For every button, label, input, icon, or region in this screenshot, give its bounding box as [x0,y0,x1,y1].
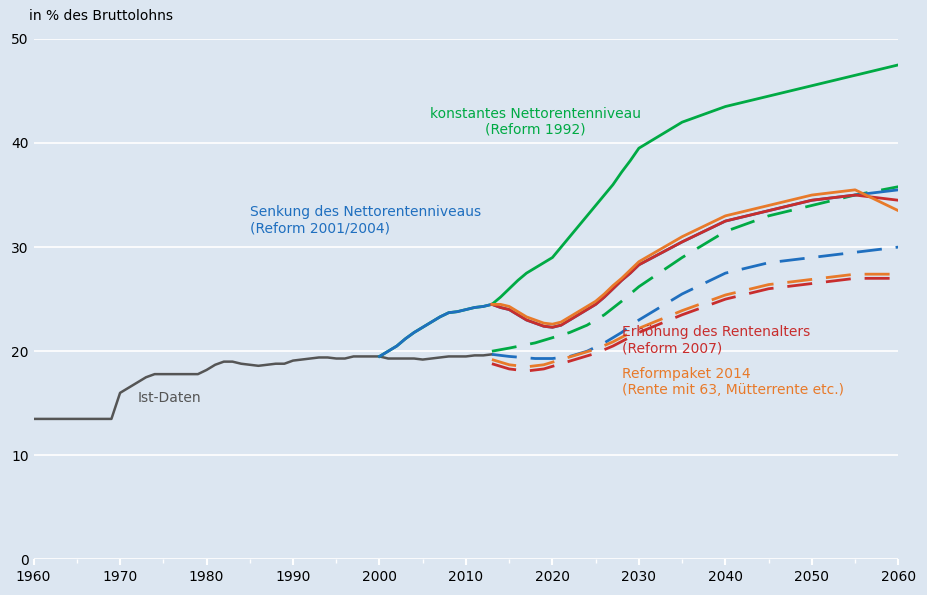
Text: Erhöhung des Rentenalters
(Reform 2007): Erhöhung des Rentenalters (Reform 2007) [622,325,810,355]
Text: in % des Bruttolohns: in % des Bruttolohns [30,10,173,23]
Text: Ist-Daten: Ist-Daten [137,391,201,405]
Text: konstantes Nettorentenniveau
(Reform 1992): konstantes Nettorentenniveau (Reform 199… [429,107,641,137]
Text: Reformpaket 2014
(Rente mit 63, Mütterrente etc.): Reformpaket 2014 (Rente mit 63, Mütterre… [622,367,844,397]
Text: Senkung des Nettorentenniveaus
(Reform 2001/2004): Senkung des Nettorentenniveaus (Reform 2… [249,205,481,236]
